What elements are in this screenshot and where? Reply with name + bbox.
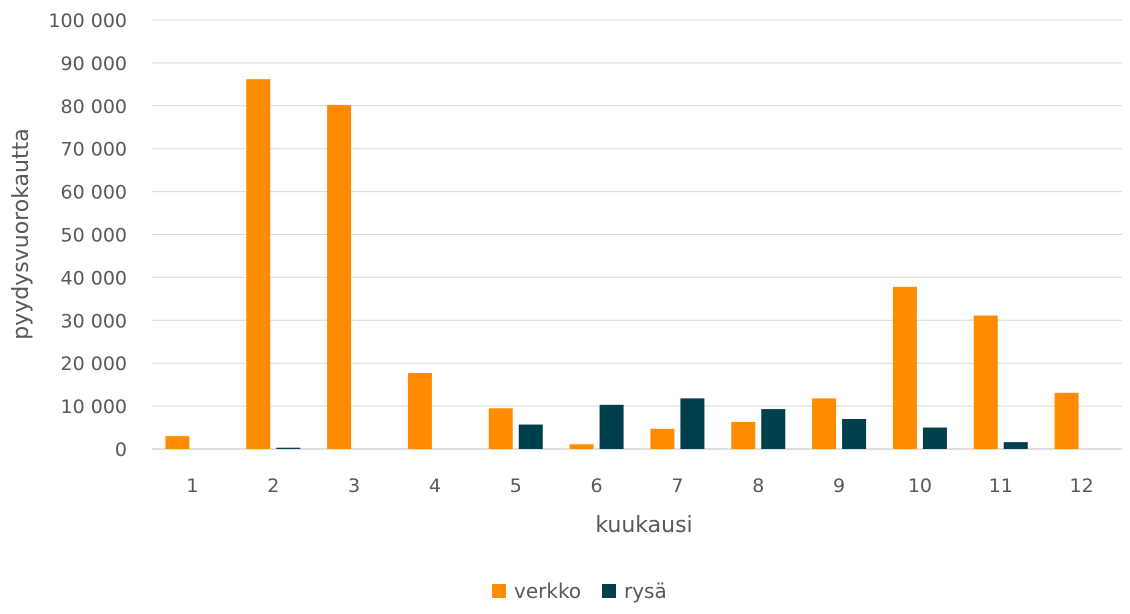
- x-tick-label: 5: [510, 475, 522, 497]
- gridlines: [152, 19, 1122, 450]
- bar-rysä-10: [922, 427, 947, 449]
- bar-rysä-7: [680, 398, 705, 449]
- x-tick-label: 4: [429, 475, 441, 497]
- bar-verkko-8: [731, 421, 756, 449]
- x-tick-label: 7: [671, 475, 683, 497]
- x-tick-label: 3: [348, 475, 360, 497]
- bar-verkko-5: [488, 408, 513, 449]
- x-tick-label: 1: [186, 475, 198, 497]
- legend-label-verkko: verkko: [514, 579, 581, 603]
- bar-verkko-7: [650, 428, 675, 449]
- bars: [165, 79, 1079, 450]
- x-tick-label: 10: [908, 475, 932, 497]
- bar-rysä-9: [842, 418, 867, 449]
- y-tick-label: 50 000: [61, 225, 127, 247]
- bar-verkko-2: [246, 79, 271, 450]
- y-tick-label: 10 000: [61, 396, 127, 418]
- legend-label-rysä: rysä: [624, 579, 667, 603]
- bar-verkko-4: [407, 373, 432, 449]
- bar-verkko-11: [973, 315, 998, 449]
- legend: verkko rysä: [492, 579, 667, 603]
- y-tick-label: 80 000: [61, 96, 127, 118]
- bar-verkko-12: [1054, 392, 1079, 449]
- x-tick-label: 9: [833, 475, 845, 497]
- x-axis-title: kuukausi: [595, 513, 692, 538]
- y-tick-label: 90 000: [61, 53, 127, 75]
- legend-swatch-rysä: [602, 584, 616, 598]
- bar-rysä-5: [518, 424, 543, 449]
- bar-verkko-9: [812, 398, 837, 449]
- y-tick-label: 100 000: [48, 10, 127, 32]
- y-tick-label: 0: [115, 439, 127, 461]
- x-tick-label: 2: [267, 475, 279, 497]
- bar-verkko-10: [892, 286, 917, 449]
- bar-rysä-2: [276, 447, 301, 449]
- x-axis-ticks: 1 2 3 4 5 6 7 8 9 10 11 12: [186, 475, 1093, 497]
- bar-verkko-1: [165, 436, 190, 449]
- y-tick-label: 60 000: [61, 182, 127, 204]
- bar-verkko-3: [327, 104, 352, 449]
- legend-swatch-verkko: [492, 584, 506, 598]
- x-tick-label: 12: [1069, 475, 1093, 497]
- bar-rysä-11: [1003, 442, 1028, 449]
- bar-verkko-6: [569, 444, 594, 449]
- y-tick-label: 70 000: [61, 139, 127, 161]
- y-tick-label: 40 000: [61, 267, 127, 289]
- bar-rysä-8: [761, 409, 786, 449]
- x-tick-label: 11: [989, 475, 1013, 497]
- y-tick-label: 30 000: [61, 310, 127, 332]
- x-tick-label: 6: [591, 475, 603, 497]
- y-axis-ticks: 0 10 000 20 000 30 000 40 000 50 000 60 000 70 …: [48, 10, 127, 461]
- bar-rysä-6: [599, 404, 624, 449]
- x-tick-label: 8: [752, 475, 764, 497]
- y-tick-label: 20 000: [61, 353, 127, 375]
- y-axis-title: pyydysvuorokautta: [9, 128, 34, 339]
